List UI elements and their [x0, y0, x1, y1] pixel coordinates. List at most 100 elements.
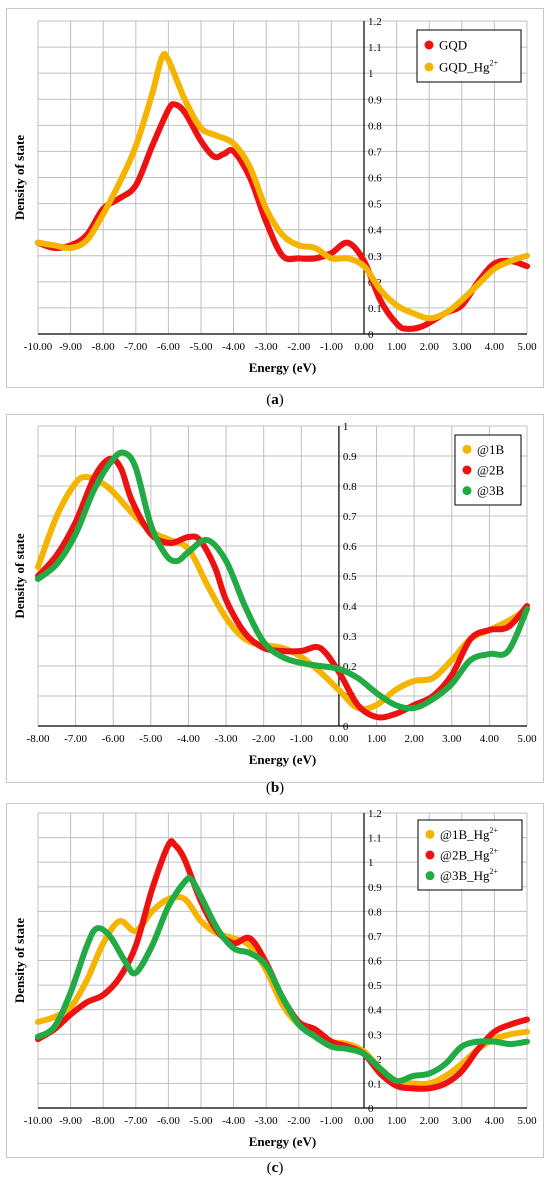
y-tick-label: 1.1 — [368, 833, 382, 845]
x-tick-label: 4.00 — [485, 1115, 505, 1127]
legend-label-name: GQD_Hg — [439, 60, 490, 75]
x-tick-label: -6.00 — [157, 341, 180, 353]
y-tick-label: 0.5 — [343, 571, 357, 583]
x-tick-label: -4.00 — [177, 733, 200, 745]
legend-marker — [425, 871, 435, 881]
series-line — [35, 51, 530, 322]
x-tick-label: 4.00 — [480, 733, 500, 745]
caption-b: (b) — [265, 780, 285, 796]
legend-label-name: @1B — [477, 442, 504, 457]
y-tick-label: 0.5 — [368, 199, 382, 211]
legend-label-name: GQD — [439, 38, 467, 53]
y-tick-label: 0 — [343, 721, 349, 733]
x-tick-label: -7.00 — [124, 341, 147, 353]
legend-marker — [424, 40, 434, 50]
x-tick-label: -10.00 — [24, 1115, 53, 1127]
y-tick-label: 0.1 — [368, 1078, 382, 1090]
legend-label-name: @2B_Hg — [440, 848, 490, 863]
legend-label: GQD — [439, 38, 467, 53]
legend-label: @2B_Hg2+ — [440, 847, 499, 863]
x-tick-label: 4.00 — [485, 341, 505, 353]
series-line — [35, 893, 530, 1088]
y-tick-label: 1.2 — [368, 16, 382, 28]
x-axis-title: Energy (eV) — [249, 360, 317, 375]
x-tick-label: 0.00 — [329, 733, 349, 745]
x-tick-label: 2.00 — [405, 733, 425, 745]
y-tick-label: 0.4 — [368, 1005, 382, 1017]
legend-marker — [425, 850, 435, 860]
x-tick-label: -7.00 — [124, 1115, 147, 1127]
x-tick-label: -2.00 — [287, 1115, 310, 1127]
caption-c-label: c — [271, 1160, 279, 1176]
x-tick-label: -7.00 — [64, 733, 87, 745]
y-tick-label: 1 — [368, 68, 374, 80]
x-tick-label: -4.00 — [222, 1115, 245, 1127]
y-tick-label: 0.8 — [368, 120, 382, 132]
dos-chart-a: -10.00 -9.00 -8.00 -7.00 -6.00 -5.00 -4.00 -3.0… — [12, 16, 537, 375]
y-tick-label: 0 — [368, 329, 374, 341]
x-tick-label: 1.00 — [367, 733, 387, 745]
legend-marker — [424, 62, 434, 72]
chart-panel-b: -8.00 -7.00 -6.00 -5.00 -4.00 -3.00 -2.00 -1.00… — [0, 410, 550, 788]
y-tick-label: 0.9 — [368, 94, 382, 106]
x-tick-label: -1.00 — [290, 733, 313, 745]
x-tick-label: -8.00 — [92, 341, 115, 353]
x-tick-label: -9.00 — [59, 341, 82, 353]
x-tick-label: 2.00 — [420, 1115, 440, 1127]
series-line — [35, 449, 530, 712]
legend-label: @1B_Hg2+ — [440, 826, 499, 842]
legend-label-superscript: 2+ — [490, 826, 499, 835]
x-tick-label: -3.00 — [215, 733, 238, 745]
legend-marker — [462, 486, 472, 496]
y-tick-label: 0.7 — [368, 146, 382, 158]
caption-b-label: b — [270, 780, 280, 796]
y-tick-label: 0.4 — [343, 601, 357, 613]
legend-label-name: @3B_Hg — [440, 868, 490, 883]
y-axis-title: Density of state — [12, 533, 27, 618]
y-tick-label: 0.6 — [368, 956, 382, 968]
legend-label-name: @3B — [477, 483, 504, 498]
legend-label: @3B_Hg2+ — [440, 867, 499, 883]
x-tick-label: 1.00 — [387, 341, 407, 353]
y-tick-label: 0.1 — [368, 303, 382, 315]
y-axis-title: Density of state — [12, 135, 27, 220]
y-tick-label: 1 — [368, 857, 374, 869]
legend: GQD GQD_Hg2+ — [416, 29, 522, 83]
y-tick-label: 0.7 — [343, 511, 357, 523]
chart-panel-a: -10.00 -9.00 -8.00 -7.00 -6.00 -5.00 -4.00 -3.0… — [0, 0, 550, 392]
legend-label-superscript: 2+ — [490, 867, 499, 876]
series-line — [35, 874, 530, 1085]
legend-label: @2B — [477, 463, 504, 478]
x-tick-label: -3.00 — [255, 341, 278, 353]
x-tick-label: 5.00 — [517, 1115, 537, 1127]
x-tick-label: -1.00 — [320, 1115, 343, 1127]
legend: @1B_Hg2+@2B_Hg2+@3B_Hg2+ — [417, 819, 523, 891]
y-tick-label: 0.3 — [368, 1029, 382, 1041]
y-tick-label: 0.4 — [368, 225, 382, 237]
caption-a: (a) — [266, 392, 284, 408]
x-tick-label: 0.00 — [354, 1115, 374, 1127]
x-tick-label: -5.00 — [139, 733, 162, 745]
x-tick-label: -10.00 — [24, 341, 53, 353]
caption-c: (c) — [266, 1160, 284, 1176]
series-line — [35, 473, 530, 713]
y-tick-label: 1.2 — [368, 808, 382, 820]
y-axis-title: Density of state — [12, 918, 27, 1003]
x-tick-label: 1.00 — [387, 1115, 407, 1127]
y-tick-label: 0.3 — [343, 631, 357, 643]
y-tick-label: 0.3 — [368, 251, 382, 263]
x-tick-label: 3.00 — [452, 341, 472, 353]
legend-marker — [462, 465, 472, 475]
legend: @1B @2B @3B — [454, 434, 522, 506]
legend-label-superscript: 2+ — [490, 847, 499, 856]
legend-box — [416, 29, 522, 83]
legend-label-superscript: 2+ — [490, 59, 499, 68]
grid — [37, 20, 528, 335]
y-tick-label: 0.7 — [368, 931, 382, 943]
y-tick-label: 0.6 — [368, 173, 382, 185]
series-line — [35, 101, 530, 332]
x-tick-label: -5.00 — [190, 1115, 213, 1127]
x-tick-label: 5.00 — [517, 341, 537, 353]
legend-marker — [425, 829, 435, 839]
dos-chart-c: -10.00 -9.00 -8.00 -7.00 -6.00 -5.00 -4.00 -3.0… — [12, 808, 537, 1149]
